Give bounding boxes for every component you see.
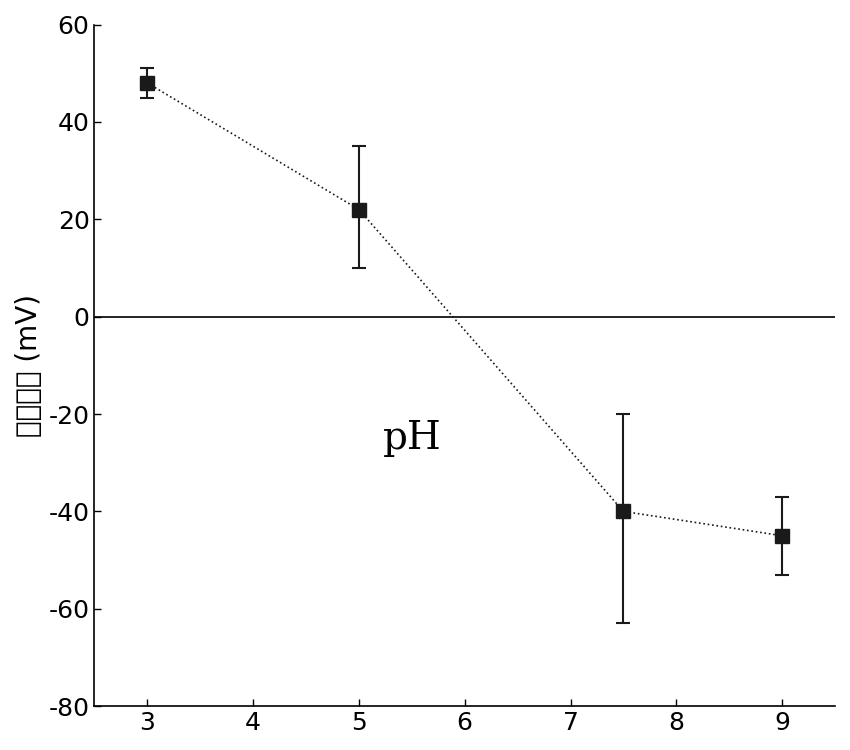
- Text: pH: pH: [382, 420, 441, 457]
- Y-axis label: 表面电位 (mV): 表面电位 (mV): [15, 294, 43, 436]
